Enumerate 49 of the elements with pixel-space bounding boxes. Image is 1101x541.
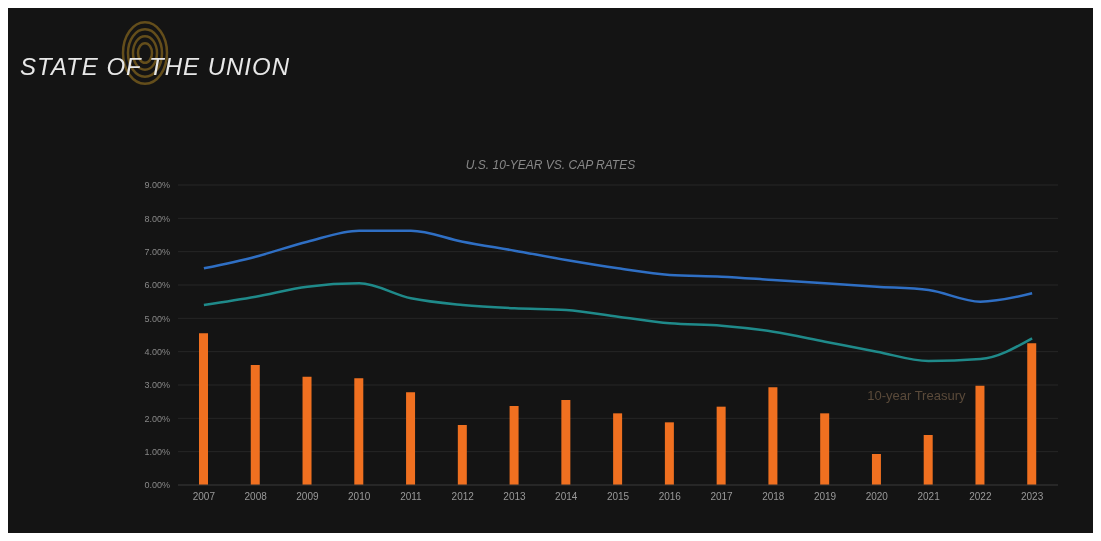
x-tick-label: 2023	[1020, 491, 1044, 503]
x-tick-label: 2015	[606, 491, 630, 503]
y-tick-label: 3.00%	[144, 380, 170, 391]
chart-subtitle: U.S. 10-YEAR VS. CAP RATES	[464, 158, 637, 172]
bar	[716, 406, 726, 485]
x-tick-label: 2008	[244, 491, 268, 503]
y-tick-label: 0.00%	[144, 480, 170, 491]
line-series	[202, 229, 1034, 303]
bar	[199, 333, 208, 485]
chart-title: STATE OF THE UNION	[20, 53, 291, 81]
bar	[768, 387, 778, 485]
x-tick-label: 2012	[451, 491, 475, 503]
line-series	[202, 282, 1034, 363]
bar	[820, 413, 830, 485]
y-tick-label: 8.00%	[144, 213, 170, 224]
bar	[923, 435, 933, 485]
x-tick-label: 2019	[813, 491, 837, 503]
bar	[457, 425, 467, 485]
y-tick-label: 9.00%	[144, 180, 170, 191]
bar	[302, 376, 312, 485]
x-tick-label: 2021	[917, 491, 941, 503]
x-tick-label: 2014	[555, 491, 578, 503]
y-tick-label: 5.00%	[144, 313, 170, 324]
bar	[509, 406, 519, 485]
y-tick-label: 6.00%	[144, 280, 170, 291]
x-tick-label: 2020	[865, 491, 889, 503]
x-tick-label: 2016	[658, 491, 682, 503]
x-tick-label: 2017	[710, 491, 734, 503]
bar	[613, 413, 623, 485]
bar	[354, 378, 364, 485]
y-tick-label: 2.00%	[144, 413, 170, 424]
y-tick-label: 4.00%	[144, 346, 170, 357]
x-tick-label: 2013	[503, 491, 527, 503]
bar	[871, 454, 881, 485]
bar	[250, 365, 260, 485]
x-tick-label: 2010	[348, 491, 371, 503]
x-tick-label: 2022	[969, 491, 992, 503]
bar	[561, 400, 571, 485]
bar	[406, 392, 416, 485]
bar	[664, 422, 674, 485]
y-tick-label: 7.00%	[144, 246, 170, 257]
x-tick-label: 2011	[400, 491, 423, 503]
x-tick-label: 2007	[192, 491, 216, 503]
series-label: 10-year Treasury	[867, 387, 966, 403]
y-tick-label: 1.00%	[144, 446, 170, 457]
bar	[1027, 343, 1037, 485]
x-tick-label: 2018	[762, 491, 785, 503]
x-tick-label: 2009	[296, 491, 319, 503]
bar	[975, 385, 985, 485]
